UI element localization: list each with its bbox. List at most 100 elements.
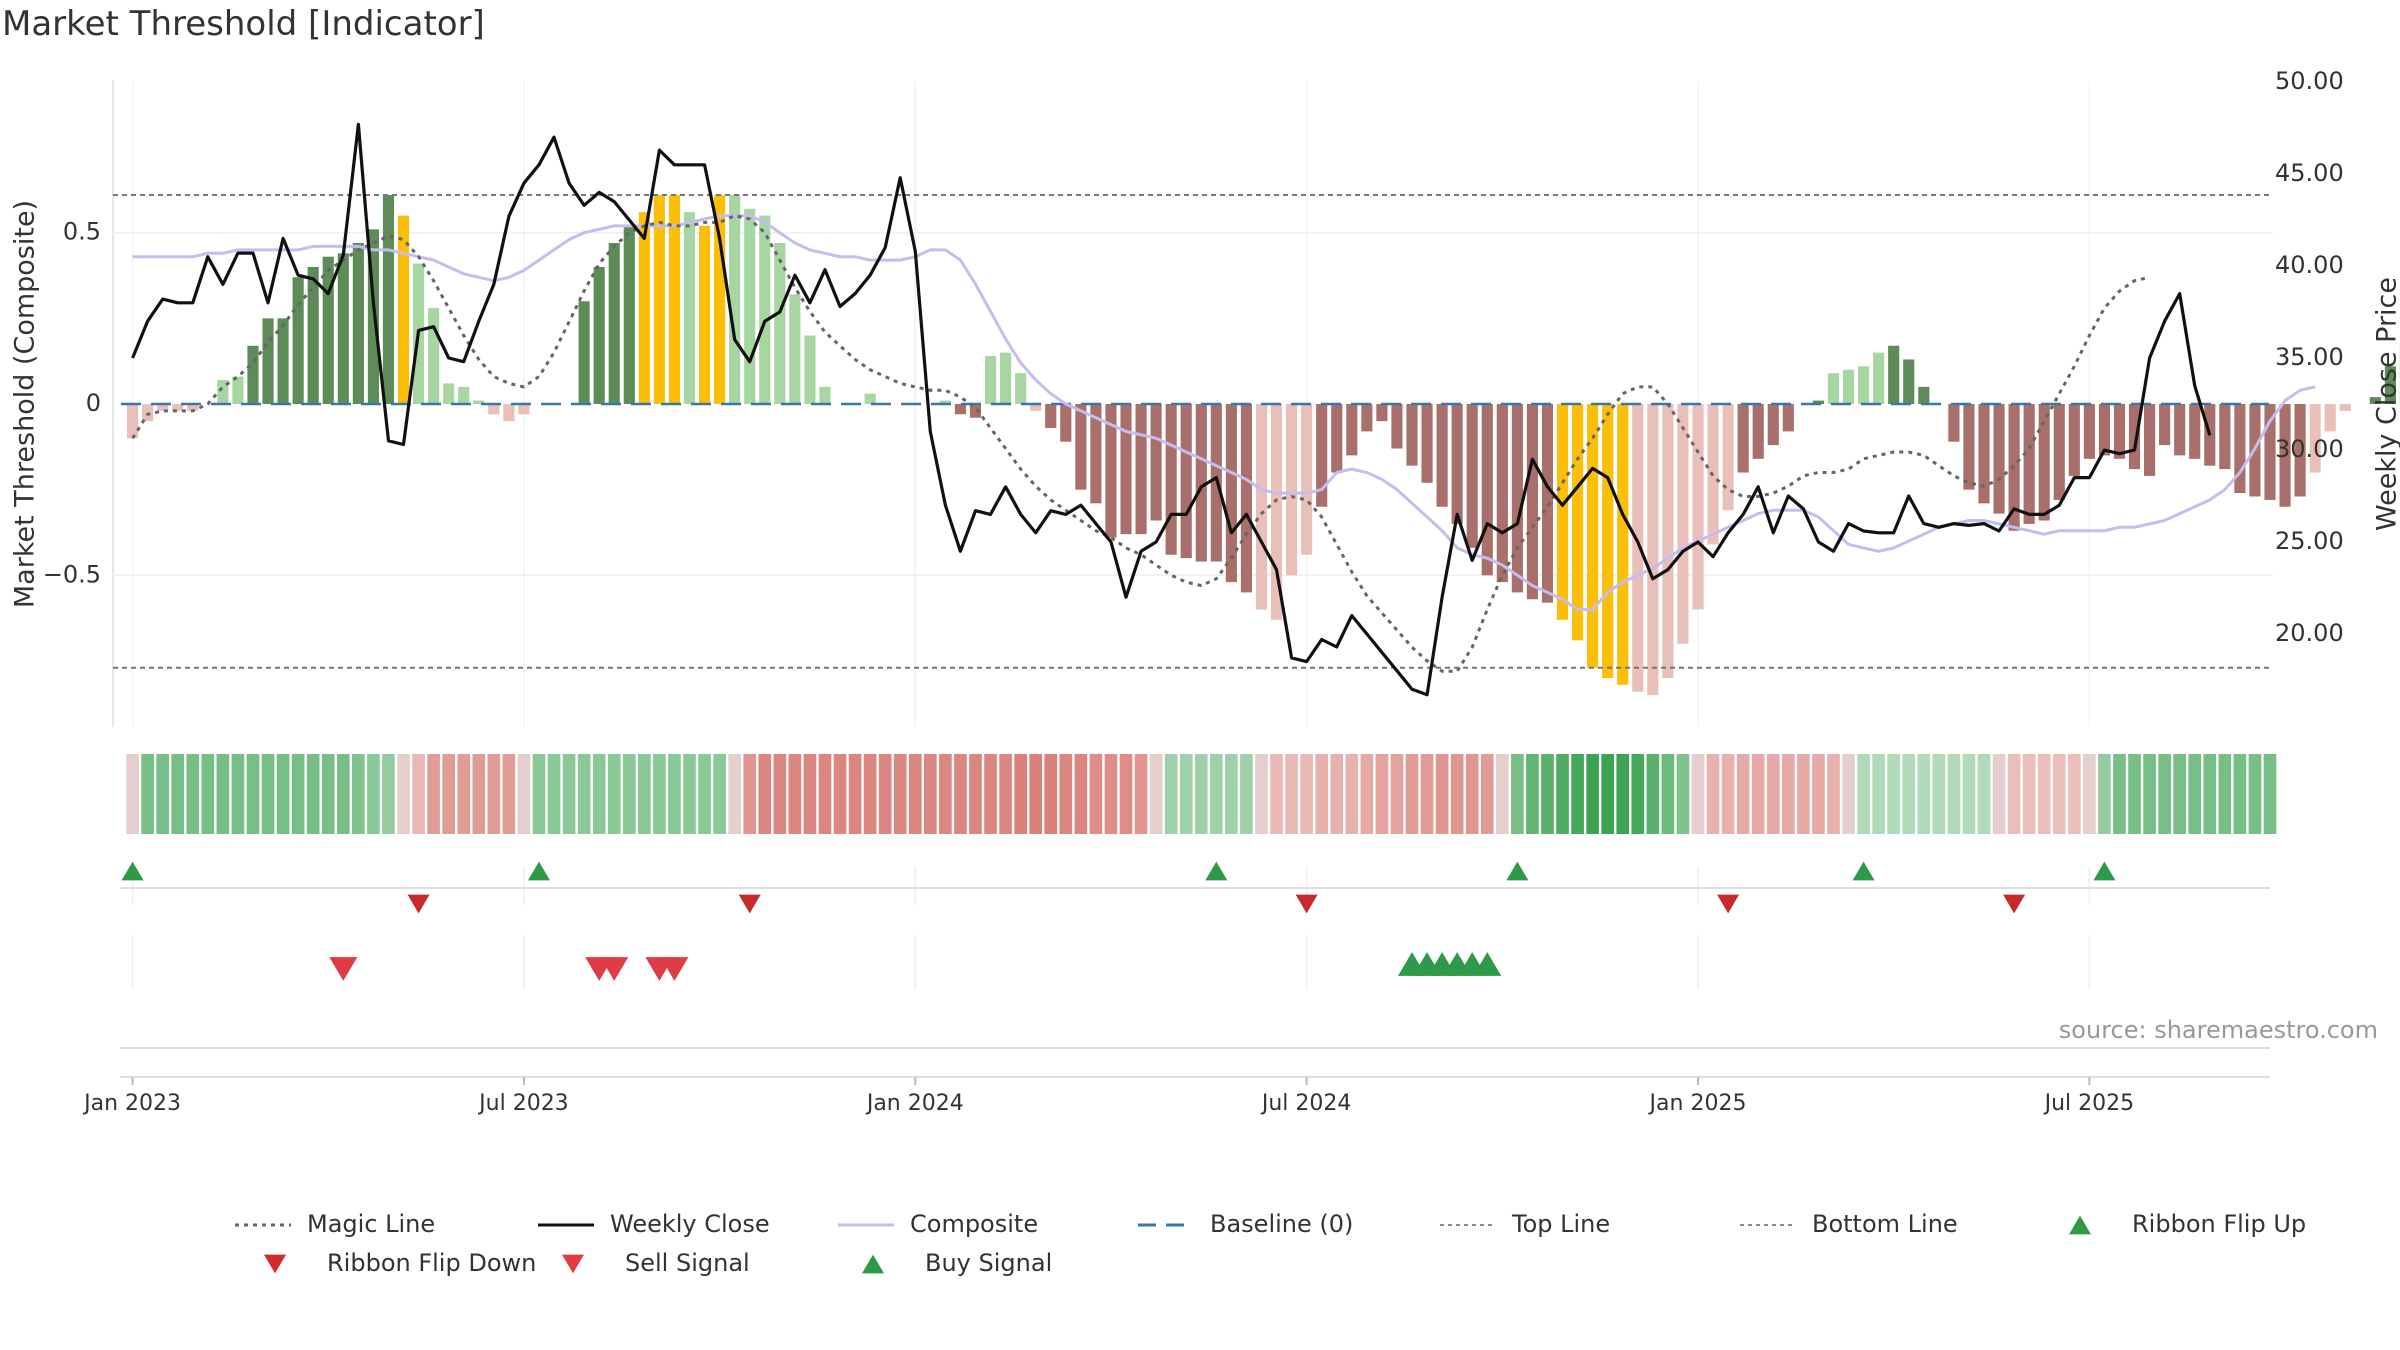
threshold-bar (2128, 404, 2141, 470)
threshold-bar (744, 208, 756, 404)
threshold-bar (1195, 404, 1207, 562)
threshold-bar (2068, 404, 2080, 476)
threshold-bar (1406, 404, 1418, 466)
threshold-bar (789, 294, 801, 404)
ribbon-cell (562, 754, 576, 834)
ribbon-cell (1029, 754, 1043, 834)
ribbon-cell (382, 754, 395, 834)
ribbon-cell (1134, 754, 1148, 834)
ribbon-cell (2203, 754, 2217, 834)
threshold-bar (1873, 352, 1885, 404)
ribbon-cell (1962, 754, 1976, 834)
ribbon-cell (758, 754, 772, 834)
legend-item: Magic Line (235, 1210, 435, 1238)
ribbon-cell (1541, 754, 1554, 834)
ribbon-flip-up-marker (121, 861, 144, 881)
threshold-bar (1301, 404, 1313, 555)
ribbon-cell (592, 754, 606, 834)
legend-label: Top Line (1511, 1210, 1610, 1238)
ribbon-cell (668, 754, 681, 834)
threshold-bar (1602, 404, 1614, 679)
ribbon-cell (728, 754, 741, 834)
ribbon-cell (1586, 754, 1599, 834)
threshold-bar (1090, 404, 1102, 504)
ribbon-cell (1074, 754, 1088, 834)
threshold-bar (1376, 404, 1388, 422)
threshold-bar (2113, 404, 2126, 459)
threshold-bar (1225, 404, 1237, 583)
ribbon-cell (683, 754, 696, 834)
ribbon-cell (863, 754, 877, 834)
ribbon-cell (1797, 754, 1810, 834)
y-axis-label: Market Threshold (Composite) (10, 200, 41, 608)
ribbon-cell (954, 754, 967, 834)
threshold-bar (1858, 366, 1870, 404)
ribbon-cell (472, 754, 486, 834)
ribbon-cell (502, 754, 516, 834)
ribbon-flip-up-marker (1205, 861, 1228, 881)
ribbon-cell (803, 754, 817, 834)
ribbon-cell (1330, 754, 1344, 834)
threshold-bar (1827, 373, 1840, 404)
threshold-bar (352, 243, 364, 404)
ribbon-cell (1902, 754, 1916, 834)
y2-tick-label: 50.00 (2275, 67, 2344, 95)
threshold-bar (1888, 345, 1900, 404)
ribbon-cell (1526, 754, 1539, 834)
threshold-bar (428, 308, 440, 404)
threshold-bar (1030, 404, 1042, 411)
threshold-bar (1903, 359, 1915, 404)
threshold-bar (1255, 404, 1268, 610)
legend-item: Baseline (0) (1138, 1210, 1353, 1238)
buy-signal-marker (1473, 952, 1502, 976)
ribbon-cell (2128, 754, 2141, 834)
ribbon-cell (1225, 754, 1238, 834)
ribbon-cell (367, 754, 380, 834)
ribbon-cell (1827, 754, 1840, 834)
threshold-bar (1361, 404, 1373, 432)
threshold-bar (653, 195, 665, 404)
ribbon-cell (893, 754, 907, 834)
ribbon-cell (2052, 754, 2066, 834)
ribbon-cell (1556, 754, 1569, 834)
legend-item: Bottom Line (1740, 1210, 1958, 1238)
y2-tick-label: 35.00 (2275, 343, 2344, 371)
threshold-bar (1000, 352, 1012, 404)
threshold-bar (1240, 404, 1253, 593)
threshold-bar (759, 215, 771, 404)
ribbon-cell (1360, 754, 1374, 834)
legend-item: Buy Signal (862, 1249, 1052, 1277)
ribbon-cell (427, 754, 440, 834)
ribbon-cell (1270, 754, 1283, 834)
threshold-bar (2264, 404, 2276, 500)
legend-item: Top Line (1440, 1210, 1610, 1238)
threshold-bar (1692, 404, 1704, 610)
threshold-bar (969, 404, 982, 418)
ribbon-cell (2143, 754, 2156, 834)
threshold-bar (2053, 404, 2065, 500)
threshold-bar (2174, 404, 2186, 456)
ribbon-cell (622, 754, 636, 834)
ribbon-cell (1300, 754, 1313, 834)
ribbon-cell (1149, 754, 1163, 834)
ribbon-cell (1435, 754, 1449, 834)
threshold-bar (262, 318, 274, 404)
threshold-bar (1647, 404, 1659, 696)
legend-item: Weekly Close (538, 1210, 770, 1238)
ribbon-cell (878, 754, 892, 834)
ribbon-cell (1450, 754, 1464, 834)
ribbon-cell (231, 754, 245, 834)
threshold-bar (1496, 404, 1508, 583)
ribbon-cell (547, 754, 561, 834)
ribbon-cell (2233, 754, 2247, 834)
threshold-bar (2144, 404, 2156, 476)
threshold-bar (2098, 404, 2110, 456)
ribbon-cell (1420, 754, 1434, 834)
threshold-bar (1511, 404, 1523, 593)
legend-label: Weekly Close (610, 1210, 770, 1238)
legend-swatch (264, 1254, 286, 1274)
threshold-bar (984, 356, 997, 404)
ribbon-cell (1766, 754, 1780, 834)
threshold-bar (1842, 369, 1855, 404)
threshold-bar (1918, 386, 1930, 404)
